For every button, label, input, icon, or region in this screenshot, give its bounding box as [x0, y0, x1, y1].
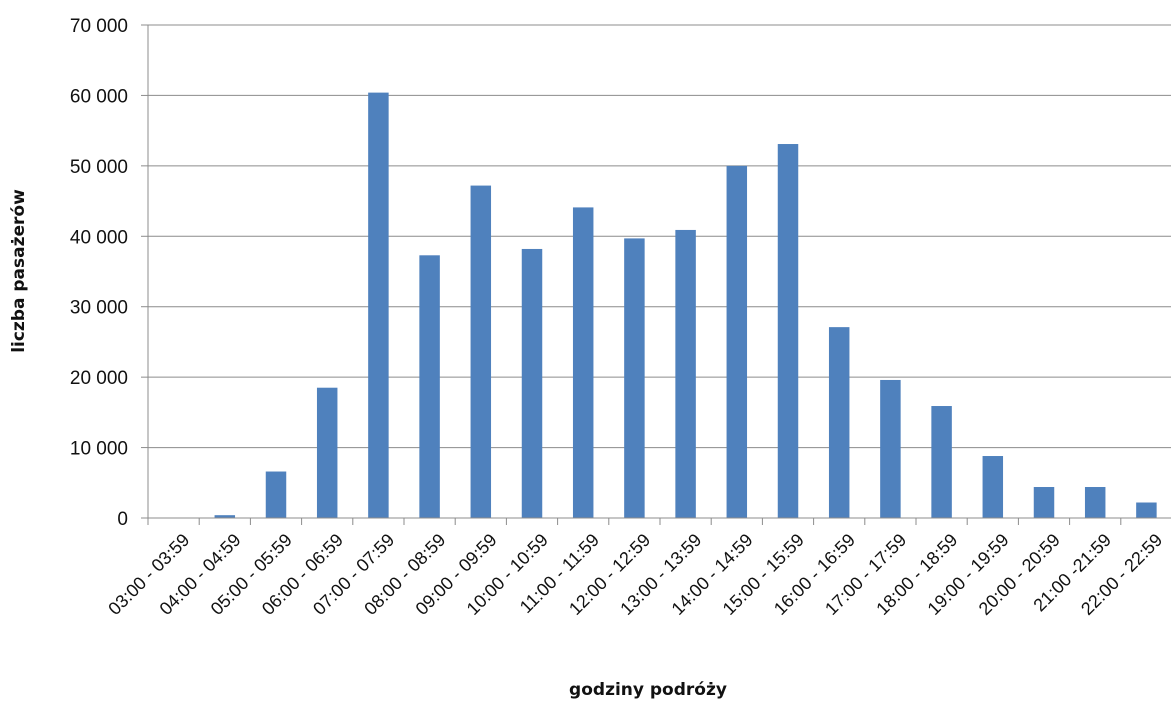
bar	[419, 255, 440, 518]
bar	[521, 248, 543, 518]
bar	[316, 387, 338, 518]
bar	[1136, 502, 1157, 518]
bar	[214, 515, 236, 518]
y-tick-label: 20 000	[70, 368, 128, 389]
y-tick-label: 40 000	[70, 227, 128, 248]
y-axis-title: liczba pasażerów	[9, 189, 29, 353]
y-tick-label: 70 000	[70, 16, 128, 37]
gridlines	[148, 24, 1171, 449]
bar	[726, 165, 748, 518]
bar	[572, 207, 594, 518]
y-tick-labels: 0 10 000 20 000 30 000 40 000 50 000 60 000 70 …	[70, 16, 128, 530]
bar	[1033, 487, 1055, 518]
bar	[828, 327, 850, 518]
bar	[265, 471, 287, 518]
y-tick-label: 30 000	[70, 298, 128, 319]
bar	[982, 456, 1004, 518]
axes	[141, 24, 1171, 525]
bar	[624, 238, 645, 519]
y-tick-label: 10 000	[70, 439, 128, 460]
bar	[368, 92, 389, 519]
bars	[214, 92, 1157, 519]
y-tick-label: 60 000	[70, 86, 128, 107]
bar	[777, 144, 799, 518]
bar	[1084, 487, 1106, 518]
bar	[470, 185, 492, 518]
bar	[880, 379, 901, 518]
y-tick-label: 0	[117, 509, 128, 530]
x-axis-title: godziny podróży	[569, 680, 727, 700]
y-tick-label: 50 000	[70, 157, 128, 178]
bar	[931, 406, 952, 518]
bar	[675, 229, 696, 518]
